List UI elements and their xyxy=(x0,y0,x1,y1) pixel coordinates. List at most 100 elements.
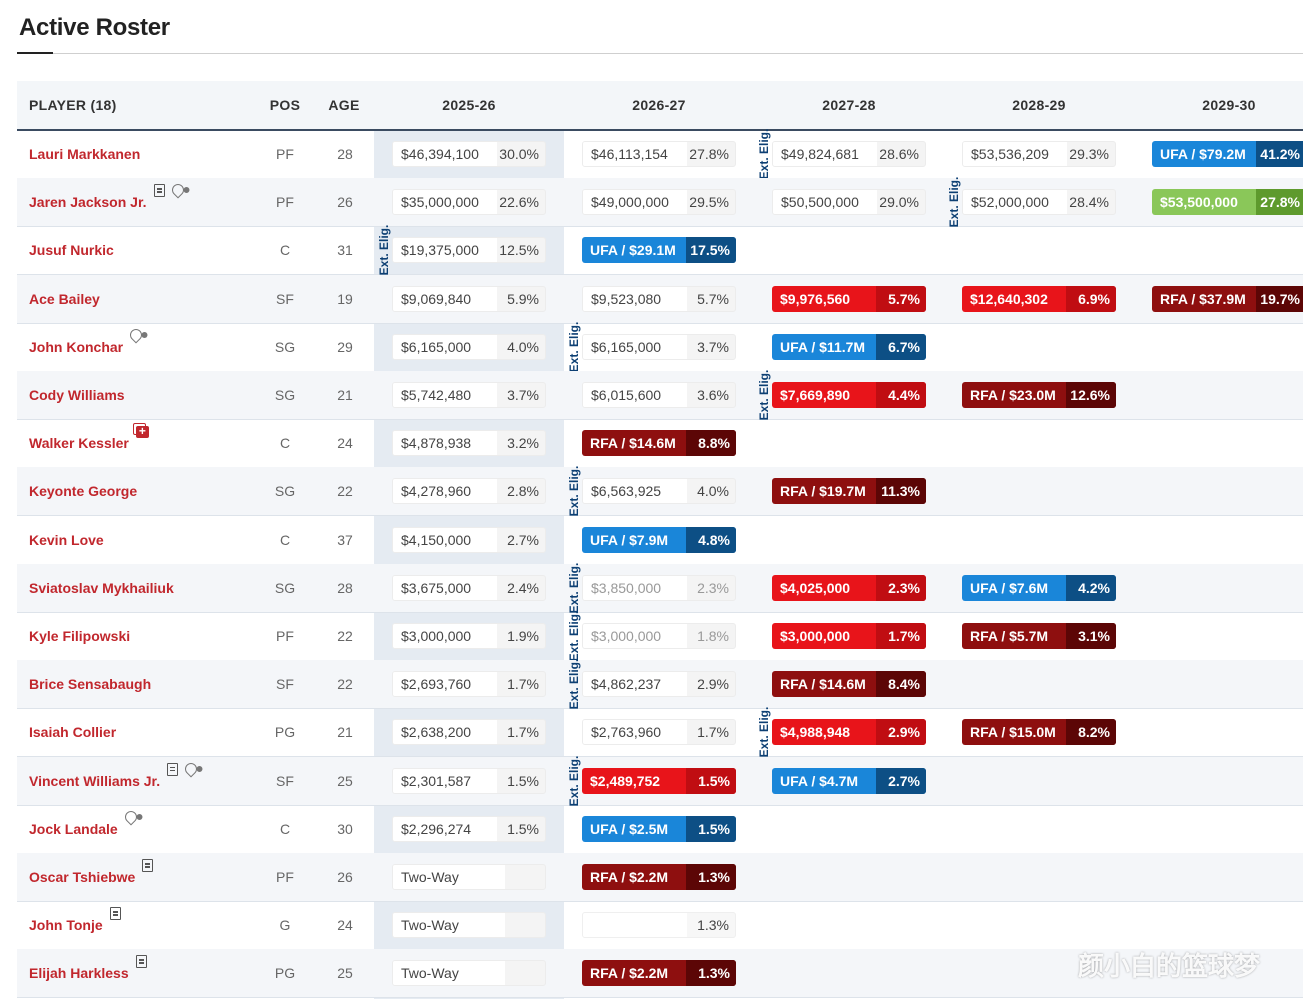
header-season-3[interactable]: 2027-28 xyxy=(822,97,876,113)
doc-icon[interactable]: doc-icon xyxy=(109,907,121,921)
salary-cell-2025-26[interactable]: $2,693,760 1.7% xyxy=(392,671,546,698)
salary-cell-2025-26[interactable]: $3,000,000 1.9% xyxy=(392,623,546,649)
salary-cell-2028-29[interactable]: $53,536,209 29.3% xyxy=(962,141,1116,167)
salary-cell-2026-27[interactable]: $3,000,000 1.8% xyxy=(582,623,736,649)
salary-cell-2028-29[interactable]: UFA / $7.6M 4.2% xyxy=(962,574,1116,601)
note-icon[interactable]: note-icon xyxy=(122,808,140,826)
salary-cell-2025-26[interactable]: $4,278,960 2.8% xyxy=(392,478,546,505)
salary-cell-2026-27[interactable]: $6,563,925 4.0% xyxy=(582,478,736,505)
salary-cell-2025-26[interactable]: Two-Way xyxy=(392,912,546,939)
doc-icon[interactable]: doc-icon xyxy=(167,762,179,776)
salary-cell-2025-26[interactable]: $6,165,000 4.0% xyxy=(392,333,546,360)
header-season-4[interactable]: 2028-29 xyxy=(1012,97,1066,113)
salary-cell-2025-26[interactable]: $4,150,000 2.7% xyxy=(392,526,546,553)
table-row: Jusuf Nurkic C 31 $19,375,000 12.5% UFA / $29… xyxy=(17,225,1303,276)
salary-cell-2027-28[interactable]: UFA / $11.7M 6.7% xyxy=(772,333,926,360)
player-name-link[interactable]: Sviatoslav Mykhailiuk xyxy=(29,564,174,612)
salary-cell-2026-27[interactable]: UFA / $29.1M 17.5% xyxy=(582,237,736,264)
salary-cell-2027-28[interactable]: RFA / $14.6M 8.4% xyxy=(772,671,926,698)
player-name-link[interactable]: Kyle Filipowski xyxy=(29,612,130,660)
player-name-link[interactable]: Jock Landalenote-icon xyxy=(29,805,140,853)
doc-icon[interactable]: doc-icon xyxy=(135,955,147,969)
header-pos[interactable]: POS xyxy=(269,97,301,113)
player-name-link[interactable]: John Koncharnote-icon xyxy=(29,323,145,371)
salary-cell-2026-27[interactable]: RFA / $2.2M 1.3% xyxy=(582,960,736,987)
salary-cell-2025-26[interactable]: $19,375,000 12.5% xyxy=(392,237,546,264)
salary-cell-2025-26[interactable]: $2,638,200 1.7% xyxy=(392,719,546,746)
header-season-1[interactable]: 2025-26 xyxy=(442,97,496,113)
salary-cell-2025-26[interactable]: $2,301,587 1.5% xyxy=(392,767,546,794)
salary-cell-2025-26[interactable]: $3,675,000 2.4% xyxy=(392,574,546,601)
salary-cell-2026-27[interactable]: $49,000,000 29.5% xyxy=(582,189,736,216)
salary-cell-2027-28[interactable]: $49,824,681 28.6% xyxy=(772,141,926,167)
salary-cell-2026-27[interactable]: $6,165,000 3.7% xyxy=(582,333,736,360)
salary-cell-2025-26[interactable]: $4,878,938 3.2% xyxy=(392,430,546,457)
salary-cell-2026-27[interactable]: $4,862,237 2.9% xyxy=(582,671,736,698)
player-name-link[interactable]: Jaren Jackson Jr. doc-icon note-icon xyxy=(29,178,187,226)
salary-cell-2026-27[interactable]: UFA / $7.9M 4.8% xyxy=(582,526,736,553)
salary-cell-2025-26[interactable]: $2,296,274 1.5% xyxy=(392,815,546,842)
salary-cell-2027-28[interactable]: $4,988,948 2.9% xyxy=(772,719,926,746)
player-name-link[interactable]: Keyonte George xyxy=(29,467,137,515)
player-name-link[interactable]: Jusuf Nurkic xyxy=(29,226,114,274)
salary-cell-2026-27[interactable]: $6,015,600 3.6% xyxy=(582,382,736,408)
header-season-2[interactable]: 2026-27 xyxy=(632,97,686,113)
player-pos: SG xyxy=(274,338,296,355)
note-icon[interactable]: note-icon xyxy=(182,760,200,778)
player-name-link[interactable]: Kevin Love xyxy=(29,516,104,564)
salary-cell-2025-26[interactable]: $9,069,840 5.9% xyxy=(392,285,546,312)
salary-cell-2028-29[interactable]: RFA / $5.7M 3.1% xyxy=(962,623,1116,649)
salary-cell-2025-26[interactable]: $35,000,000 22.6% xyxy=(392,189,546,216)
header-age[interactable]: AGE xyxy=(328,97,360,113)
salary-cell-2026-27[interactable]: RFA / $14.6M 8.8% xyxy=(582,430,736,457)
player-name-link[interactable]: Elijah Harkless doc-icon xyxy=(29,949,147,997)
salary-cell-2028-29[interactable]: RFA / $15.0M 8.2% xyxy=(962,719,1116,746)
salary-cell-2028-29[interactable]: $12,640,302 6.9% xyxy=(962,285,1116,312)
salary-amount: $53,500,000 xyxy=(1160,194,1238,211)
salary-cell-2025-26[interactable]: $46,394,100 30.0% xyxy=(392,141,546,167)
salary-cell-2026-27[interactable]: $9,523,080 5.7% xyxy=(582,285,736,312)
salary-cell-2029-30[interactable]: $53,500,000 27.8% xyxy=(1152,189,1303,216)
player-name-link[interactable]: Vincent Williams Jr. doc-iconnote-icon xyxy=(29,757,200,805)
header-player[interactable]: PLAYER (18) xyxy=(29,97,117,113)
salary-cell-2025-26[interactable]: $5,742,480 3.7% xyxy=(392,382,546,408)
salary-cell-2026-27[interactable]: RFA / $2.2M 1.3% xyxy=(582,864,736,890)
salary-cell-2026-27[interactable]: $2,763,960 1.7% xyxy=(582,719,736,746)
salary-cell-2027-28[interactable]: $3,000,000 1.7% xyxy=(772,623,926,649)
salary-cell-2026-27[interactable]: 1.3% xyxy=(582,912,736,939)
salary-cell-2026-27[interactable]: $3,850,000 2.3% xyxy=(582,574,736,601)
salary-cell-2026-27[interactable]: $2,489,752 1.5% xyxy=(582,767,736,794)
salary-cell-2026-27[interactable]: UFA / $2.5M 1.5% xyxy=(582,815,736,842)
note-icon[interactable]: note-icon xyxy=(169,181,187,199)
player-name-link[interactable]: Walker Kessler injury-icon xyxy=(29,419,149,467)
player-name-link[interactable]: Oscar Tshiebwe doc-icon xyxy=(29,853,154,901)
table-row: John Koncharnote-iconSG29$6,165,0004.0%$… xyxy=(17,321,1303,372)
header-season-5[interactable]: 2029-30 xyxy=(1202,97,1256,113)
salary-cell-2028-29[interactable]: $52,000,000 28.4% xyxy=(962,189,1116,216)
extension-eligible-marker: Ext. Elig. xyxy=(567,611,581,662)
player-name-link[interactable]: John Tonje doc-icon xyxy=(29,901,121,949)
player-name-link[interactable]: Cody Williams xyxy=(29,371,125,419)
salary-cell-2025-26[interactable]: Two-Way xyxy=(392,960,546,987)
salary-cell-2027-28[interactable]: UFA / $4.7M 2.7% xyxy=(772,767,926,794)
salary-cell-2027-28[interactable]: $7,669,890 4.4% xyxy=(772,382,926,408)
salary-amount: $46,394,100 xyxy=(393,142,497,166)
salary-cell-2027-28[interactable]: $50,500,000 29.0% xyxy=(772,189,926,216)
salary-cell-2027-28[interactable]: $9,976,560 5.7% xyxy=(772,285,926,312)
salary-cell-2027-28[interactable]: $4,025,000 2.3% xyxy=(772,574,926,601)
player-name-link[interactable]: Ace Bailey xyxy=(29,275,100,323)
player-name-link[interactable]: Lauri Markkanen xyxy=(29,130,140,178)
salary-cell-2026-27[interactable]: $46,113,154 27.8% xyxy=(582,141,736,167)
salary-cell-2025-26[interactable]: Two-Way xyxy=(392,864,546,890)
salary-cell-2027-28[interactable]: RFA / $19.7M 11.3% xyxy=(772,478,926,505)
doc-icon[interactable]: doc-icon xyxy=(142,859,154,872)
player-name-link[interactable]: Isaiah Collier xyxy=(29,708,116,756)
note-icon[interactable]: note-icon xyxy=(127,326,145,344)
injury-icon[interactable]: injury-icon xyxy=(135,423,149,440)
salary-cell-2029-30[interactable]: RFA / $37.9M 19.7% xyxy=(1152,285,1303,312)
salary-cell-2029-30[interactable]: UFA / $79.2M 41.2% xyxy=(1152,141,1303,167)
cap-percent: 4.4% xyxy=(876,382,926,408)
salary-cell-2028-29[interactable]: RFA / $23.0M 12.6% xyxy=(962,382,1116,408)
doc-icon[interactable]: doc-icon xyxy=(153,184,165,198)
player-name-link[interactable]: Brice Sensabaugh xyxy=(29,660,151,708)
